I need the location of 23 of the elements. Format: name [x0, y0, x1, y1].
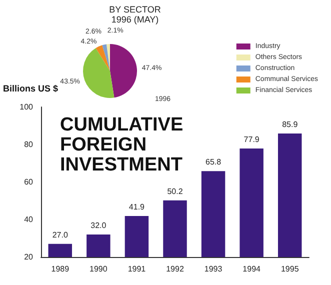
- x-tick-label: 1994: [242, 264, 262, 274]
- x-tick-label: 1989: [51, 264, 70, 274]
- annotation: CUMULATIVE FOREIGN INVESTMENT: [60, 114, 188, 176]
- data-label: 85.9: [282, 120, 298, 129]
- x-tick-label: 1992: [166, 264, 184, 274]
- x-tick-label: 1990: [90, 264, 108, 274]
- x-tick-label: 1991: [128, 264, 146, 274]
- data-label: 27.0: [52, 230, 68, 240]
- y-tick-label: 100: [20, 102, 34, 112]
- x-tick-label: 1993: [204, 264, 223, 274]
- data-label: 50.2: [167, 186, 184, 196]
- data-label: 65.8: [205, 158, 222, 167]
- y-tick-label: 60: [24, 178, 34, 186]
- data-label: 77.9: [244, 134, 260, 144]
- y-tick-label: 40: [24, 215, 34, 224]
- chart-subtitle: 1996 (MAY): [111, 14, 159, 24]
- x-tick-label: 1995: [280, 264, 300, 274]
- data-label: 41.9: [128, 202, 146, 212]
- data-label: 32.0: [90, 221, 107, 230]
- y-tick-label: 20: [24, 252, 34, 262]
- y-tick-label: 80: [24, 140, 34, 149]
- y-axis-title: Billions US $: [3, 84, 58, 94]
- chart-title: BY SECTOR: [109, 4, 162, 14]
